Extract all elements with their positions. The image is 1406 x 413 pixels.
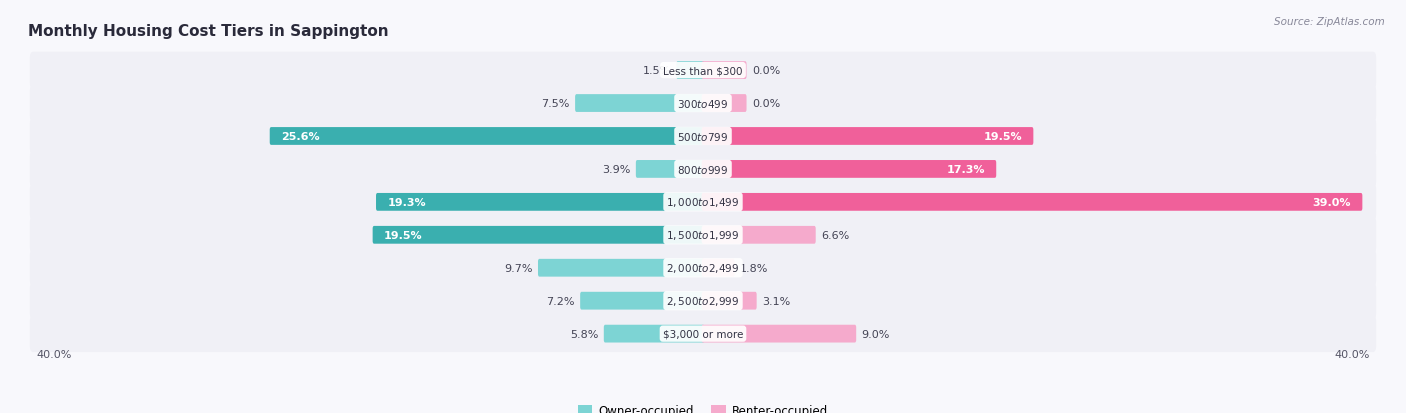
FancyBboxPatch shape <box>30 184 1376 221</box>
FancyBboxPatch shape <box>702 62 747 80</box>
Text: 7.2%: 7.2% <box>547 296 575 306</box>
FancyBboxPatch shape <box>603 325 704 343</box>
Text: $500 to $799: $500 to $799 <box>678 131 728 142</box>
Text: 40.0%: 40.0% <box>1334 349 1369 359</box>
FancyBboxPatch shape <box>702 325 856 343</box>
Text: 9.7%: 9.7% <box>505 263 533 273</box>
Text: 39.0%: 39.0% <box>1312 197 1351 207</box>
FancyBboxPatch shape <box>702 194 1362 211</box>
Text: 1.8%: 1.8% <box>740 263 769 273</box>
Text: 1.5%: 1.5% <box>643 66 671 76</box>
FancyBboxPatch shape <box>30 316 1376 352</box>
Text: 3.1%: 3.1% <box>762 296 790 306</box>
FancyBboxPatch shape <box>702 259 735 277</box>
FancyBboxPatch shape <box>30 282 1376 319</box>
FancyBboxPatch shape <box>702 226 815 244</box>
Text: $1,500 to $1,999: $1,500 to $1,999 <box>666 229 740 242</box>
Text: Source: ZipAtlas.com: Source: ZipAtlas.com <box>1274 17 1385 26</box>
FancyBboxPatch shape <box>30 118 1376 155</box>
FancyBboxPatch shape <box>270 128 704 145</box>
Text: 9.0%: 9.0% <box>862 329 890 339</box>
FancyBboxPatch shape <box>30 250 1376 287</box>
Text: $2,000 to $2,499: $2,000 to $2,499 <box>666 261 740 275</box>
FancyBboxPatch shape <box>575 95 704 113</box>
FancyBboxPatch shape <box>30 52 1376 89</box>
Text: 7.5%: 7.5% <box>541 99 569 109</box>
FancyBboxPatch shape <box>30 151 1376 188</box>
FancyBboxPatch shape <box>702 161 997 178</box>
FancyBboxPatch shape <box>373 226 704 244</box>
FancyBboxPatch shape <box>30 217 1376 254</box>
FancyBboxPatch shape <box>636 161 704 178</box>
Text: Monthly Housing Cost Tiers in Sappington: Monthly Housing Cost Tiers in Sappington <box>28 24 388 39</box>
FancyBboxPatch shape <box>702 95 747 113</box>
Text: $2,500 to $2,999: $2,500 to $2,999 <box>666 294 740 307</box>
Text: 17.3%: 17.3% <box>946 164 984 175</box>
Text: 19.5%: 19.5% <box>983 132 1022 142</box>
FancyBboxPatch shape <box>702 292 756 310</box>
Text: 25.6%: 25.6% <box>281 132 319 142</box>
Text: $300 to $499: $300 to $499 <box>678 98 728 110</box>
Text: Less than $300: Less than $300 <box>664 66 742 76</box>
FancyBboxPatch shape <box>702 128 1033 145</box>
Text: 0.0%: 0.0% <box>752 99 780 109</box>
FancyBboxPatch shape <box>676 62 704 80</box>
FancyBboxPatch shape <box>538 259 704 277</box>
Legend: Owner-occupied, Renter-occupied: Owner-occupied, Renter-occupied <box>578 404 828 413</box>
FancyBboxPatch shape <box>581 292 704 310</box>
Text: 3.9%: 3.9% <box>602 164 630 175</box>
Text: $800 to $999: $800 to $999 <box>678 164 728 176</box>
FancyBboxPatch shape <box>30 85 1376 122</box>
Text: 40.0%: 40.0% <box>37 349 72 359</box>
Text: $1,000 to $1,499: $1,000 to $1,499 <box>666 196 740 209</box>
Text: 5.8%: 5.8% <box>569 329 599 339</box>
Text: 19.5%: 19.5% <box>384 230 423 240</box>
Text: 0.0%: 0.0% <box>752 66 780 76</box>
FancyBboxPatch shape <box>375 194 704 211</box>
Text: $3,000 or more: $3,000 or more <box>662 329 744 339</box>
Text: 19.3%: 19.3% <box>388 197 426 207</box>
Text: 6.6%: 6.6% <box>821 230 849 240</box>
